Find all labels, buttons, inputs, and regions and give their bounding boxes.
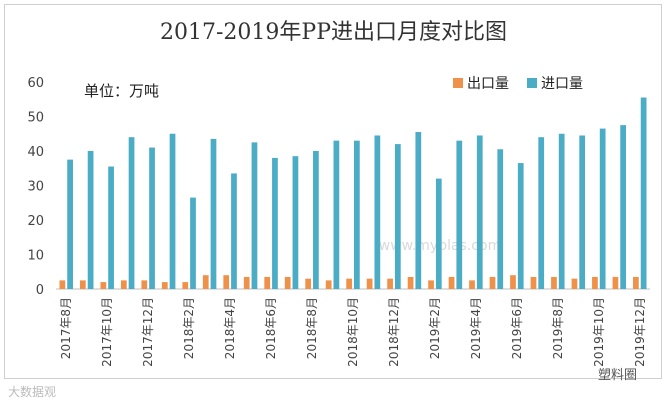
legend-label-export: 出口量	[467, 76, 509, 92]
bar-import	[190, 197, 196, 289]
bar-export	[284, 276, 291, 289]
bar-import	[272, 157, 278, 289]
bar-import	[313, 151, 319, 289]
bar-export	[202, 275, 209, 289]
bar-export	[530, 276, 537, 289]
bar-import	[108, 166, 114, 289]
bar-export	[366, 278, 373, 289]
bar-export	[633, 276, 639, 289]
bar-export	[551, 276, 557, 289]
bar-export	[223, 275, 230, 289]
bar-import	[538, 137, 545, 289]
bar-import	[435, 178, 442, 289]
bar-export	[387, 278, 393, 289]
x-tick-label: 2019年4月	[469, 297, 483, 359]
bar-import	[354, 140, 360, 289]
bar-import	[128, 137, 135, 289]
bar-import	[558, 133, 565, 289]
watermark-right: 塑料圈	[597, 368, 637, 383]
bar-import	[415, 132, 422, 289]
bar-export	[264, 276, 271, 289]
chart-title: 2017-2019年PP进出口月度对比图	[159, 20, 508, 45]
bar-export	[100, 282, 107, 289]
bar-export	[469, 280, 475, 289]
bar-export	[592, 276, 598, 289]
bar-import	[251, 142, 258, 289]
bar-import	[67, 159, 73, 289]
bar-import	[497, 149, 504, 289]
x-tick-label: 2017年10月	[100, 297, 114, 367]
x-tick-label: 2017年12月	[141, 297, 155, 367]
x-tick-label: 2019年2月	[428, 297, 442, 359]
bar-export	[489, 276, 496, 289]
bar-import	[456, 140, 463, 289]
bar-import	[169, 133, 176, 289]
x-tick-label: 2018年8月	[305, 297, 319, 359]
bar-import	[599, 128, 606, 289]
bar-export	[510, 275, 516, 289]
bar-export	[571, 278, 578, 289]
bar-import	[333, 140, 340, 289]
bar-export	[428, 280, 434, 289]
bar-import	[394, 144, 401, 289]
bar-import	[579, 135, 586, 289]
bar-import	[640, 97, 647, 290]
x-tick-label: 2018年6月	[264, 297, 278, 359]
x-tick-label: 2017年8月	[59, 297, 73, 359]
x-tick-label: 2019年12月	[633, 297, 647, 367]
bar-export	[448, 276, 455, 289]
bar-export	[59, 280, 66, 289]
bar-import	[231, 173, 237, 289]
legend-item-import: 进口量	[527, 73, 583, 93]
bar-import	[620, 125, 627, 289]
unit-label: 单位：万吨	[84, 82, 160, 100]
bar-export	[79, 280, 86, 289]
y-tick-label: 30	[27, 180, 44, 195]
y-tick-label: 0	[36, 283, 44, 298]
y-tick-label: 50	[27, 111, 44, 126]
bar-import	[149, 147, 155, 289]
bar-export	[161, 282, 168, 289]
legend-item-export: 出口量	[453, 73, 509, 93]
legend-label-import: 进口量	[541, 76, 583, 92]
legend-swatch-export	[453, 78, 463, 88]
bar-import	[210, 138, 217, 289]
x-tick-label: 2019年6月	[510, 297, 524, 359]
watermark-left: 大数据观	[8, 385, 57, 399]
bar-import	[374, 135, 381, 289]
bar-export	[305, 278, 312, 289]
x-tick-label: 2019年10月	[592, 297, 606, 367]
bar-import	[517, 163, 524, 289]
y-tick-label: 10	[27, 249, 44, 264]
y-tick-label: 60	[27, 76, 44, 91]
bar-export	[325, 280, 332, 289]
x-tick-label: 2018年12月	[387, 297, 401, 367]
y-tick-label: 20	[27, 214, 44, 229]
x-tick-label: 2018年10月	[346, 297, 360, 367]
bar-export	[120, 280, 127, 289]
bar-export	[407, 276, 414, 289]
bar-export	[243, 276, 250, 289]
bar-import	[476, 135, 483, 289]
bar-import	[292, 156, 299, 289]
x-tick-label: 2018年2月	[182, 297, 196, 359]
legend-swatch-import	[527, 78, 537, 88]
y-tick-label: 40	[27, 145, 44, 160]
bar-import	[87, 151, 94, 289]
bar-export	[141, 280, 148, 289]
bar-export	[612, 276, 619, 289]
bar-export	[182, 282, 189, 289]
x-tick-label: 2018年4月	[223, 297, 237, 359]
bar-export	[346, 278, 352, 289]
x-tick-label: 2019年8月	[551, 297, 565, 359]
